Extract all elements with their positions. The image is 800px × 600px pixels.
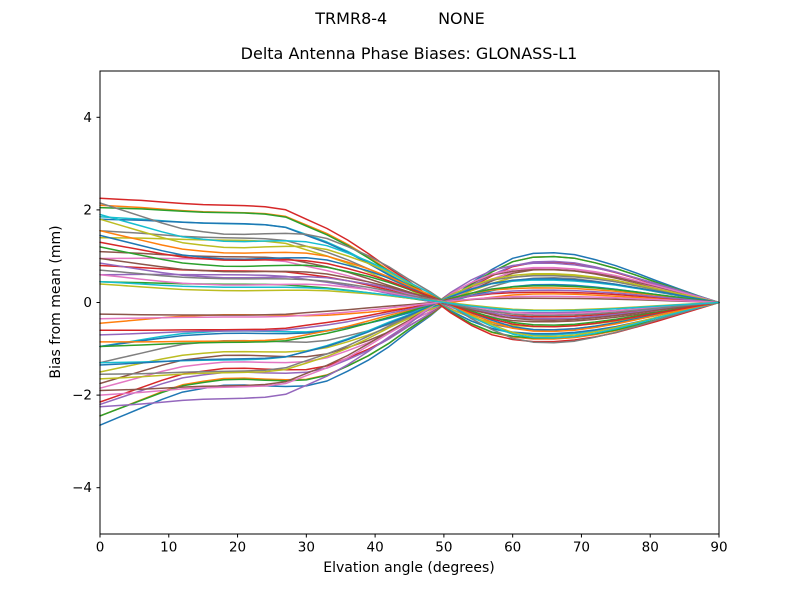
- x-tick-label: 50: [435, 540, 452, 556]
- x-axis-label: Elvation angle (degrees): [323, 560, 495, 576]
- series-line: [99, 297, 720, 316]
- y-tick-label: 4: [83, 110, 92, 126]
- y-tick-label: −4: [72, 480, 92, 496]
- figure-suptitle: TRMR8-4 NONE: [315, 9, 485, 28]
- x-tick-label: 30: [298, 540, 315, 556]
- series-line: [99, 202, 720, 344]
- series-line: [99, 266, 720, 396]
- series-line: [99, 278, 720, 366]
- y-tick-label: 0: [83, 295, 92, 311]
- x-tick-label: 0: [96, 540, 105, 556]
- series-line: [99, 272, 720, 380]
- series-line: [99, 255, 720, 417]
- series-line: [99, 291, 720, 332]
- x-tick-label: 70: [573, 540, 590, 556]
- series-line: [99, 268, 720, 392]
- series-line: [99, 213, 720, 339]
- x-tick-label: 20: [229, 540, 246, 556]
- x-tick-label: 10: [160, 540, 177, 556]
- x-tick-label: 90: [710, 540, 727, 556]
- series-line: [99, 257, 720, 321]
- series-line: [99, 241, 720, 328]
- axes-title: Delta Antenna Phase Biases: GLONASS-L1: [240, 44, 578, 63]
- y-tick-label: −2: [72, 388, 92, 404]
- series-line: [99, 269, 720, 317]
- x-tick-label: 80: [642, 540, 659, 556]
- series-line: [99, 280, 720, 312]
- x-tick-label: 60: [504, 540, 521, 556]
- y-tick-label: 2: [83, 202, 92, 218]
- series-line: [99, 229, 720, 333]
- axes-spines: [99, 70, 720, 535]
- series-line: [99, 262, 720, 408]
- x-tick-label: 40: [367, 540, 384, 556]
- series-line: [99, 275, 720, 376]
- series-line: [99, 287, 720, 343]
- series-line: [99, 289, 720, 336]
- series-line: [99, 295, 720, 320]
- series-line: [99, 285, 720, 348]
